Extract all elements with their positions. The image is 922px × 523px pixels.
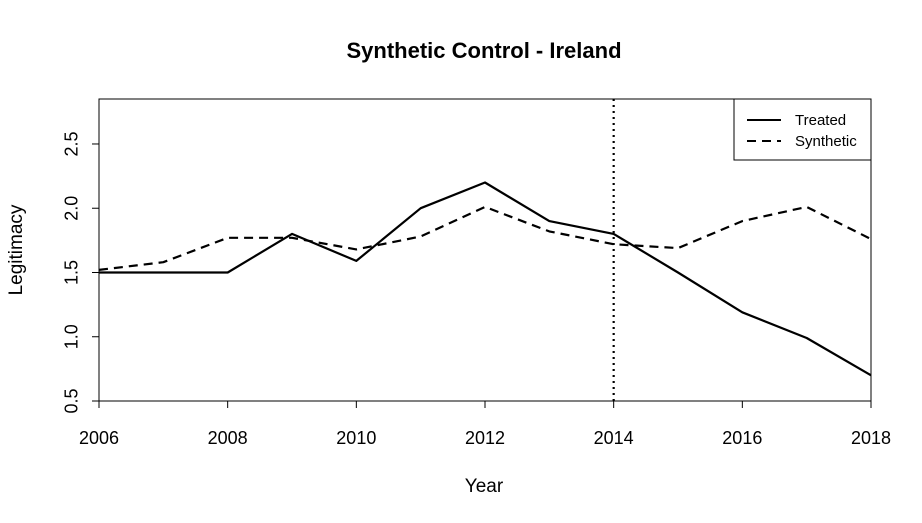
- legend: Treated Synthetic: [733, 98, 872, 161]
- x-axis-label: Year: [465, 476, 504, 497]
- x-tick-label: 2012: [465, 428, 505, 448]
- y-tick-label: 1.0: [61, 324, 81, 349]
- y-axis: 0.5 1.0 1.5 2.0 2.5: [61, 131, 99, 414]
- x-tick-label: 2006: [79, 428, 119, 448]
- x-tick-label: 2016: [722, 428, 762, 448]
- y-tick-label: 1.5: [61, 260, 81, 285]
- series-layer: [98, 181, 872, 377]
- x-tick-label: 2008: [208, 428, 248, 448]
- x-axis: 2006 2008 2010 2012 2014 2016 2018: [79, 401, 891, 448]
- legend-box: [733, 98, 872, 161]
- x-tick-label: 2018: [851, 428, 891, 448]
- y-tick-label: 2.0: [61, 196, 81, 221]
- y-tick-label: 2.5: [61, 131, 81, 156]
- legend-synthetic-label: Synthetic: [795, 133, 857, 150]
- y-axis-label: Legitimacy: [6, 204, 27, 295]
- series-treated-line: [99, 181, 872, 377]
- x-tick-label: 2014: [594, 428, 634, 448]
- legend-treated-label: Treated: [795, 112, 846, 129]
- y-tick-label: 0.5: [61, 388, 81, 413]
- series-synthetic-line: [98, 205, 872, 271]
- x-tick-label: 2010: [336, 428, 376, 448]
- chart-title: Synthetic Control - Ireland: [346, 38, 621, 63]
